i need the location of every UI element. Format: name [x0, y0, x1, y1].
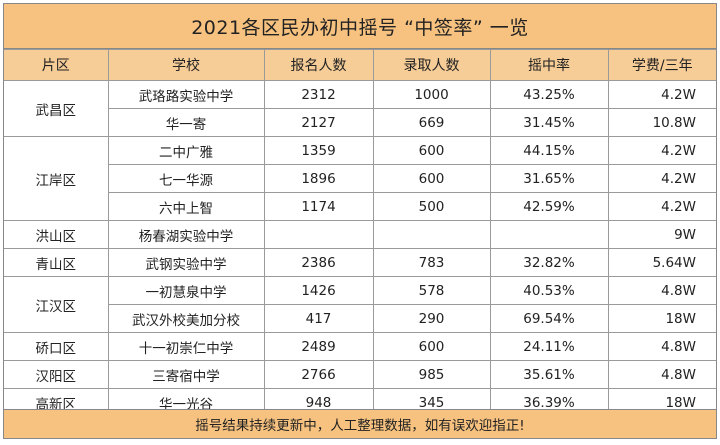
- school-cell: 六中上智: [108, 192, 265, 221]
- table-card: 2021各区民办初中摇号 “中签率” 一览 片区 学校 报名人数 录取人数 摇中…: [3, 3, 717, 439]
- school-cell: 武钢实验中学: [107, 248, 265, 277]
- fee-cell: 4.8W: [607, 276, 716, 305]
- district-cell: 武昌区: [4, 80, 109, 137]
- table-row: 汉阳区 三寄宿中学 2766 985 35.61% 4.8W: [4, 360, 716, 389]
- applicants-cell: 1896: [263, 164, 374, 193]
- admitted-cell: 600: [372, 164, 491, 193]
- school-cell: 三寄宿中学: [107, 360, 265, 389]
- table-row: 江汉区 一初慧泉中学 1426 578 40.53% 4.8W: [4, 276, 716, 333]
- applicants-cell: 1174: [263, 192, 374, 221]
- fee-cell: 4.2W: [607, 164, 716, 193]
- table-row: 洪山区 杨春湖实验中学 9W: [4, 220, 716, 249]
- rate-cell: 31.45%: [489, 108, 609, 137]
- fee-cell: 18W: [607, 304, 716, 333]
- school-cell: 二中广雅: [107, 136, 265, 165]
- fee-cell: 10.8W: [607, 108, 716, 137]
- rate-cell: 44.15%: [489, 136, 609, 165]
- school-cell: 十一初崇仁中学: [107, 332, 265, 361]
- table-row: 七一华源 1896 600 31.65% 4.2W: [4, 164, 716, 193]
- school-cell: 一初慧泉中学: [107, 276, 265, 305]
- applicants-cell: 2766: [263, 360, 374, 389]
- rate-cell: 43.25%: [489, 80, 609, 109]
- district-cell: 青山区: [4, 248, 109, 277]
- admitted-cell: 985: [372, 360, 491, 389]
- header-applicants: 报名人数: [263, 49, 374, 81]
- fee-cell: 4.8W: [607, 360, 716, 389]
- district-cell: 汉阳区: [4, 360, 109, 389]
- fee-cell: 4.8W: [607, 332, 716, 361]
- header-school: 学校: [107, 49, 265, 81]
- district-cell: 江汉区: [4, 276, 109, 333]
- admitted-cell: 1000: [372, 80, 491, 109]
- admitted-cell: [372, 220, 491, 249]
- table-row: 华一寄 2127 669 31.45% 10.8W: [4, 108, 716, 137]
- district-cell: 硚口区: [4, 332, 109, 361]
- table-title: 2021各区民办初中摇号 “中签率” 一览: [4, 4, 716, 49]
- table-row: 青山区 武钢实验中学 2386 783 32.82% 5.64W: [4, 248, 716, 277]
- admitted-cell: 290: [372, 304, 491, 333]
- fee-cell: 4.2W: [607, 192, 716, 221]
- district-cell: 江岸区: [4, 136, 109, 221]
- applicants-cell: 2386: [263, 248, 374, 277]
- rate-cell: 35.61%: [489, 360, 609, 389]
- applicants-cell: 1426: [263, 276, 374, 305]
- school-cell: 杨春湖实验中学: [107, 220, 265, 249]
- admitted-cell: 783: [372, 248, 491, 277]
- table-row: 武汉外校美加分校 417 290 69.54% 18W: [4, 304, 716, 333]
- district-cell: 洪山区: [4, 220, 109, 249]
- rate-cell: 69.54%: [489, 304, 609, 333]
- admitted-cell: 500: [372, 192, 491, 221]
- admitted-cell: 600: [372, 136, 491, 165]
- applicants-cell: 2312: [263, 80, 374, 109]
- rate-cell: 32.82%: [489, 248, 609, 277]
- admission-table: 片区 学校 报名人数 录取人数 摇中率 学费/三年 武昌区 武珞路实验中学 23…: [4, 49, 716, 417]
- school-cell: 武珞路实验中学: [107, 80, 265, 109]
- fee-cell: 5.64W: [607, 248, 716, 277]
- applicants-cell: 1359: [263, 136, 374, 165]
- admitted-cell: 669: [372, 108, 491, 137]
- school-cell: 七一华源: [108, 164, 265, 193]
- rate-cell: 31.65%: [489, 164, 609, 193]
- rate-cell: 40.53%: [489, 276, 609, 305]
- table-row: 硚口区 十一初崇仁中学 2489 600 24.11% 4.8W: [4, 332, 716, 361]
- fee-cell: 9W: [607, 220, 716, 249]
- school-cell: 武汉外校美加分校: [108, 304, 265, 333]
- admitted-cell: 578: [372, 276, 491, 305]
- footer-note: 摇号结果持续更新中，人工整理数据，如有误欢迎指正!: [4, 409, 716, 438]
- school-cell: 华一寄: [108, 108, 265, 137]
- applicants-cell: 2127: [263, 108, 374, 137]
- applicants-cell: 417: [263, 304, 374, 333]
- admitted-cell: 600: [372, 332, 491, 361]
- header-row: 片区 学校 报名人数 录取人数 摇中率 学费/三年: [4, 49, 716, 81]
- fee-cell: 4.2W: [607, 80, 716, 109]
- rate-cell: [489, 220, 609, 249]
- header-fee: 学费/三年: [607, 49, 716, 81]
- fee-cell: 4.2W: [607, 136, 716, 165]
- table-row: 六中上智 1174 500 42.59% 4.2W: [4, 192, 716, 221]
- table-row: 江岸区 二中广雅 1359 600 44.15% 4.2W: [4, 136, 716, 221]
- header-district: 片区: [4, 49, 109, 81]
- header-rate: 摇中率: [489, 49, 609, 81]
- header-admitted: 录取人数: [372, 49, 491, 81]
- applicants-cell: [263, 220, 374, 249]
- rate-cell: 24.11%: [489, 332, 609, 361]
- applicants-cell: 2489: [263, 332, 374, 361]
- table-row: 武昌区 武珞路实验中学 2312 1000 43.25% 4.2W: [4, 80, 716, 137]
- rate-cell: 42.59%: [489, 192, 609, 221]
